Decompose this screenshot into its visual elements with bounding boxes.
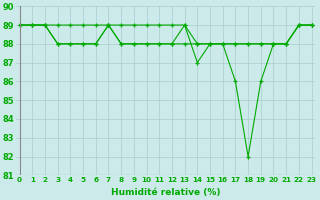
- X-axis label: Humidité relative (%): Humidité relative (%): [111, 188, 220, 197]
